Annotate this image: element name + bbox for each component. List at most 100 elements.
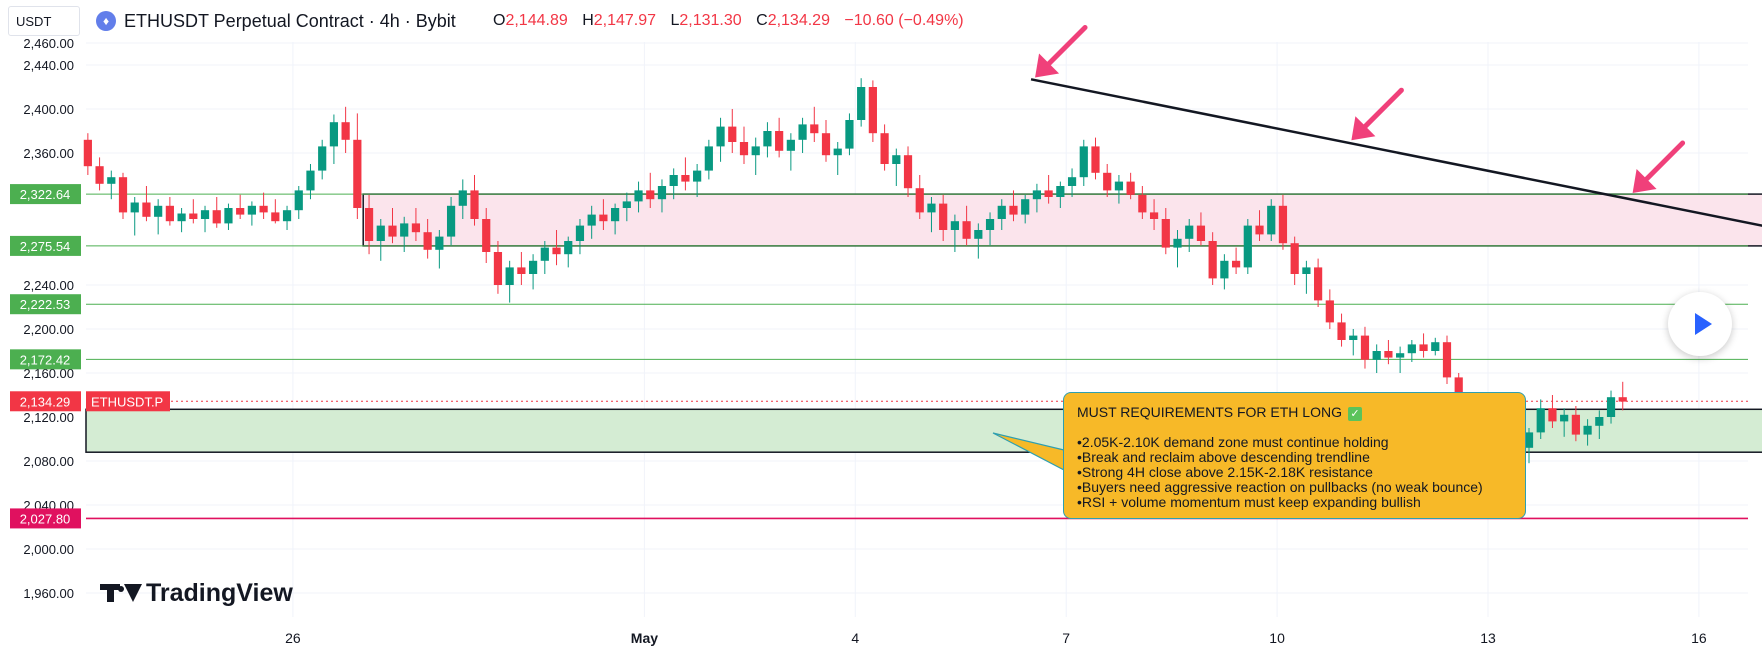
candle-body: [482, 219, 491, 252]
candle: [962, 205, 971, 246]
candle: [1079, 139, 1088, 186]
candle-body: [786, 139, 795, 151]
candle-body: [1126, 181, 1135, 195]
candle-body: [329, 122, 339, 147]
candle-body: [1196, 225, 1206, 241]
candle-body: [236, 208, 245, 215]
candle-body: [423, 232, 432, 250]
x-axis: 26May4710131619222528Jun4710131619222528…: [285, 630, 1707, 646]
candle-body: [693, 170, 702, 182]
candle: [798, 117, 807, 153]
x-tick-label: 13: [1480, 630, 1496, 646]
candle-body: [400, 223, 409, 237]
candle: [1302, 260, 1311, 294]
open-value: 2,144.89: [505, 12, 568, 29]
candle: [1278, 194, 1288, 250]
candle-body: [552, 247, 561, 255]
candle-body: [83, 139, 92, 167]
candle: [1185, 219, 1194, 252]
symbol-title[interactable]: ETHUSDT Perpetual Contract · 4h · Bybit: [124, 11, 456, 31]
note-item: Buyers need aggressive reaction on pullb…: [1077, 480, 1525, 495]
candle-body: [95, 166, 104, 184]
low-value: 2,131.30: [679, 12, 742, 29]
candle: [1595, 410, 1604, 439]
candle-body: [1149, 212, 1159, 219]
grid-lines: [86, 42, 1748, 617]
candle-body: [165, 205, 174, 222]
candle: [704, 139, 713, 180]
y-tick-label: 2,080.00: [23, 454, 74, 469]
y-tick-label: 2,000.00: [23, 542, 74, 557]
candle-body: [154, 205, 163, 217]
candle-body: [1208, 241, 1217, 279]
candle: [1431, 337, 1440, 356]
candle-body: [728, 126, 737, 142]
candle: [786, 133, 795, 171]
candle-body: [212, 210, 221, 224]
candle-body: [646, 190, 655, 200]
ethereum-icon: ♦: [96, 11, 116, 31]
candle-body: [1067, 177, 1077, 186]
candle-body: [622, 201, 631, 208]
level-price-tag-text: 2,322.64: [20, 187, 71, 202]
highlight-arrow: [1351, 87, 1404, 141]
candle: [1231, 247, 1241, 274]
candle: [1571, 406, 1580, 442]
level-price-tag: 2,275.54: [10, 235, 81, 256]
currency-selector[interactable]: USDT: [8, 6, 80, 36]
candle: [1091, 137, 1100, 180]
candle: [1372, 344, 1381, 373]
candle-body: [927, 203, 936, 213]
y-tick-label: 2,460.00: [23, 36, 74, 51]
candle-body: [903, 155, 913, 189]
candle-body: [962, 221, 971, 239]
candle: [564, 236, 573, 268]
candle: [528, 254, 538, 290]
y-tick-label: 2,200.00: [23, 322, 74, 337]
candle-body: [1302, 267, 1311, 274]
candle: [517, 252, 526, 285]
descending-trendline: [1030, 78, 1762, 227]
candle-body: [1407, 344, 1416, 354]
arrow-head: [1632, 169, 1657, 193]
play-button[interactable]: [1668, 292, 1732, 356]
candle-body: [857, 87, 866, 120]
candle: [1149, 199, 1159, 230]
candle-body: [939, 203, 948, 230]
candle: [833, 142, 842, 175]
arrow-head: [1351, 116, 1376, 141]
candle: [1583, 419, 1592, 446]
candle-body: [1396, 353, 1405, 358]
candle: [915, 175, 924, 219]
logo-text: TradingView: [146, 578, 293, 607]
candle: [903, 146, 913, 197]
candle-body: [376, 225, 385, 241]
candle-body: [1243, 225, 1252, 268]
level-price-tag-text: 2,172.42: [20, 352, 71, 367]
ohlc-readout: O2,144.89 H2,147.97 L2,131.30 C2,134.29 …: [493, 12, 974, 30]
note-heading: MUST REQUIREMENTS FOR ETH LONG: [1077, 404, 1342, 420]
level-price-tag-bg: [10, 508, 81, 529]
candle: [364, 194, 374, 255]
y-tick-label: 2,240.00: [23, 278, 74, 293]
candle-body: [974, 230, 983, 239]
note-item: Strong 4H close above 2.15K-2.18K resist…: [1077, 465, 1525, 480]
candle: [575, 219, 585, 255]
candle-body: [540, 247, 549, 261]
candle-body: [1032, 190, 1042, 200]
candle: [493, 241, 503, 294]
candle: [142, 186, 151, 222]
candle-body: [892, 155, 901, 164]
candle-body: [751, 146, 760, 156]
candle: [880, 124, 889, 171]
candle-body: [528, 260, 538, 274]
candle-body: [1091, 146, 1100, 173]
candle-body: [1103, 172, 1112, 191]
y-tick-label: 2,400.00: [23, 102, 74, 117]
candle: [1396, 346, 1405, 373]
highlight-arrow: [1632, 140, 1686, 193]
candle-body: [1220, 260, 1229, 279]
y-tick-label: 2,360.00: [23, 146, 74, 161]
candle-body: [282, 210, 292, 222]
